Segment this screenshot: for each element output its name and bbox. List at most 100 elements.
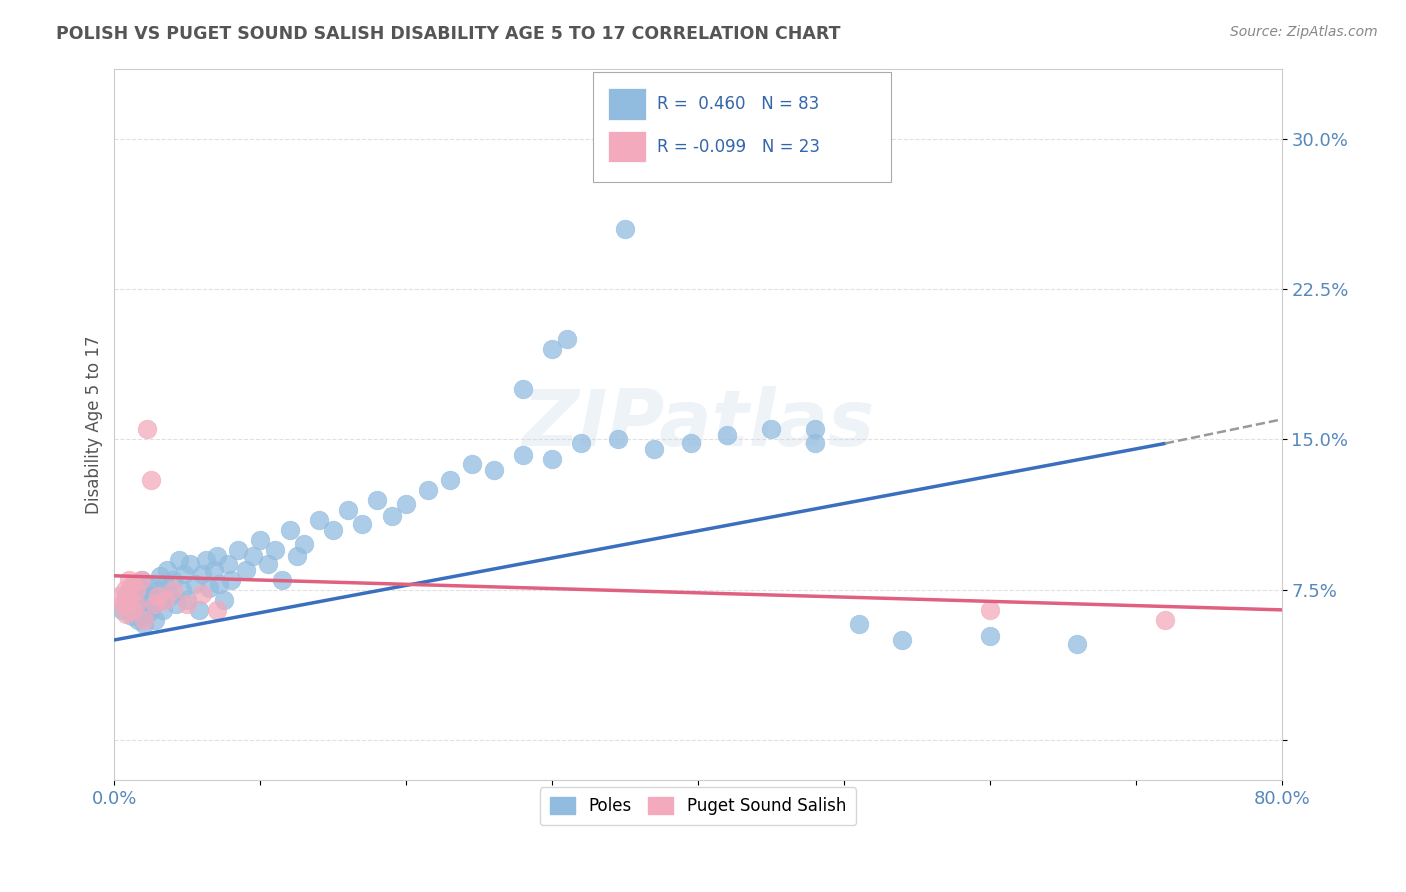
Point xyxy=(131,573,153,587)
Point xyxy=(366,492,388,507)
Point xyxy=(165,597,187,611)
Point xyxy=(134,599,156,613)
Point xyxy=(759,422,782,436)
Point xyxy=(150,592,173,607)
Point xyxy=(115,607,138,621)
Point xyxy=(122,576,145,591)
Point xyxy=(205,549,228,563)
FancyBboxPatch shape xyxy=(609,131,645,162)
Point xyxy=(322,523,344,537)
Point xyxy=(162,582,184,597)
Point xyxy=(679,436,702,450)
Point xyxy=(129,582,152,597)
Point xyxy=(804,436,827,450)
Point xyxy=(128,597,150,611)
Point xyxy=(336,502,359,516)
Point xyxy=(614,222,637,236)
Point xyxy=(381,508,404,523)
Point xyxy=(115,589,138,603)
Point xyxy=(205,603,228,617)
Point xyxy=(235,563,257,577)
Point xyxy=(188,603,211,617)
Point xyxy=(124,576,146,591)
Point xyxy=(118,573,141,587)
Point xyxy=(135,587,157,601)
Point xyxy=(129,573,152,587)
Point xyxy=(135,422,157,436)
Point xyxy=(219,573,242,587)
Point xyxy=(191,566,214,581)
Point xyxy=(979,629,1001,643)
Point xyxy=(716,428,738,442)
Point xyxy=(512,449,534,463)
FancyBboxPatch shape xyxy=(609,88,645,120)
Point xyxy=(132,613,155,627)
Point xyxy=(308,513,330,527)
Point xyxy=(183,576,205,591)
Point xyxy=(848,616,870,631)
Point xyxy=(111,603,134,617)
Point xyxy=(149,569,172,583)
Point xyxy=(292,537,315,551)
Point xyxy=(541,452,564,467)
Point xyxy=(439,473,461,487)
Point xyxy=(125,597,148,611)
Point xyxy=(148,582,170,597)
Point xyxy=(217,557,239,571)
Point xyxy=(142,597,165,611)
Point xyxy=(118,582,141,597)
Point xyxy=(129,608,152,623)
Point xyxy=(156,563,179,577)
Point xyxy=(395,497,418,511)
Point xyxy=(167,553,190,567)
Point xyxy=(135,607,157,621)
Point xyxy=(118,592,141,607)
Point xyxy=(1066,637,1088,651)
Text: ZIPatlas: ZIPatlas xyxy=(522,386,875,462)
Text: POLISH VS PUGET SOUND SALISH DISABILITY AGE 5 TO 17 CORRELATION CHART: POLISH VS PUGET SOUND SALISH DISABILITY … xyxy=(56,25,841,43)
Point xyxy=(125,582,148,597)
Point xyxy=(170,582,193,597)
Point xyxy=(143,597,166,611)
Point xyxy=(208,576,231,591)
Point xyxy=(202,563,225,577)
Point xyxy=(118,597,141,611)
Point xyxy=(114,582,136,597)
Text: Source: ZipAtlas.com: Source: ZipAtlas.com xyxy=(1230,25,1378,39)
Y-axis label: Disability Age 5 to 17: Disability Age 5 to 17 xyxy=(86,335,103,514)
Text: R =  0.460   N = 83: R = 0.460 N = 83 xyxy=(657,95,820,113)
Point xyxy=(804,422,827,436)
Point xyxy=(176,597,198,611)
Point xyxy=(212,592,235,607)
Point xyxy=(121,608,143,623)
Point xyxy=(891,632,914,647)
Point xyxy=(482,462,505,476)
Point xyxy=(122,592,145,607)
Point xyxy=(162,573,184,587)
Point xyxy=(152,603,174,617)
Point xyxy=(121,603,143,617)
Legend: Poles, Puget Sound Salish: Poles, Puget Sound Salish xyxy=(540,787,856,825)
Point xyxy=(148,589,170,603)
Point xyxy=(107,589,129,603)
Point xyxy=(159,589,181,603)
Point xyxy=(555,332,578,346)
Point xyxy=(173,566,195,581)
Point xyxy=(541,343,564,357)
Point xyxy=(125,587,148,601)
Point xyxy=(416,483,439,497)
Point xyxy=(138,579,160,593)
Point xyxy=(155,592,177,607)
Point xyxy=(606,433,628,447)
Point xyxy=(271,573,294,587)
Point xyxy=(179,557,201,571)
Point xyxy=(569,436,592,450)
Point xyxy=(195,553,218,567)
Point xyxy=(139,473,162,487)
Point xyxy=(125,603,148,617)
Point xyxy=(242,549,264,563)
Point xyxy=(461,457,484,471)
FancyBboxPatch shape xyxy=(593,72,890,182)
Point xyxy=(228,542,250,557)
Point xyxy=(132,616,155,631)
